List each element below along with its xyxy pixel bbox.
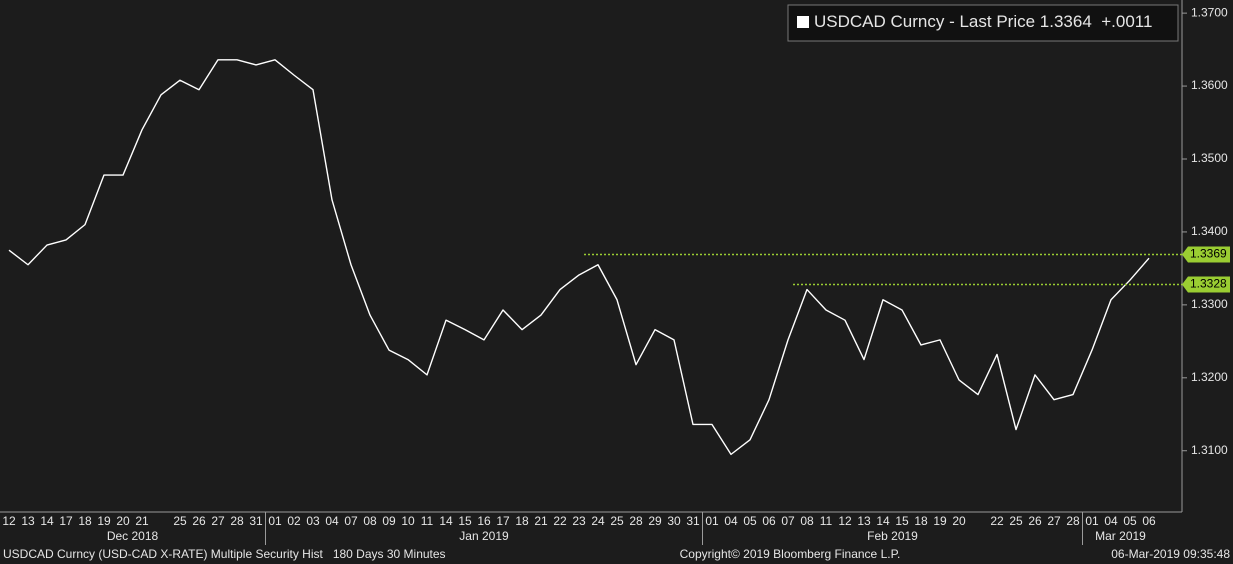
x-tick-label: 20 bbox=[952, 514, 966, 528]
y-tick-label: 1.3200 bbox=[1191, 370, 1228, 384]
legend: USDCAD Curncy - Last Price 1.3364 +.0011 bbox=[787, 4, 1179, 42]
x-tick-label: 29 bbox=[648, 514, 662, 528]
price-change: +.0011 bbox=[1101, 12, 1152, 31]
x-tick-label: 26 bbox=[192, 514, 206, 528]
x-tick-label: 13 bbox=[21, 514, 35, 528]
x-tick-label: 31 bbox=[249, 514, 263, 528]
x-tick-label: 26 bbox=[1028, 514, 1042, 528]
y-tick-label: 1.3600 bbox=[1191, 78, 1228, 92]
x-tick-label: 10 bbox=[401, 514, 415, 528]
month-label: Feb 2019 bbox=[867, 529, 918, 543]
x-tick-label: 05 bbox=[1123, 514, 1137, 528]
x-tick-label: 21 bbox=[135, 514, 149, 528]
reference-label: 1.3328 bbox=[1190, 277, 1227, 291]
x-tick-label: 25 bbox=[610, 514, 624, 528]
y-tick-label: 1.3100 bbox=[1191, 443, 1228, 457]
x-tick-label: 04 bbox=[325, 514, 339, 528]
x-tick-label: 21 bbox=[534, 514, 548, 528]
x-tick-label: 11 bbox=[421, 514, 434, 528]
x-tick-label: 05 bbox=[743, 514, 757, 528]
x-tick-label: 14 bbox=[876, 514, 890, 528]
x-tick-label: 30 bbox=[667, 514, 681, 528]
x-tick-label: 01 bbox=[268, 514, 282, 528]
x-tick-label: 13 bbox=[857, 514, 871, 528]
x-tick-label: 11 bbox=[820, 514, 833, 528]
x-tick-label: 08 bbox=[800, 514, 814, 528]
y-tick-label: 1.3500 bbox=[1191, 151, 1228, 165]
x-tick-label: 27 bbox=[1047, 514, 1061, 528]
x-tick-label: 06 bbox=[1142, 514, 1156, 528]
x-tick-label: 01 bbox=[705, 514, 719, 528]
x-tick-label: 23 bbox=[572, 514, 586, 528]
x-tick-label: 02 bbox=[287, 514, 301, 528]
x-tick-label: 22 bbox=[990, 514, 1004, 528]
x-tick-label: 19 bbox=[97, 514, 111, 528]
x-tick-label: 18 bbox=[78, 514, 92, 528]
x-tick-label: 28 bbox=[1066, 514, 1080, 528]
x-tick-label: 03 bbox=[306, 514, 320, 528]
x-tick-label: 06 bbox=[762, 514, 776, 528]
x-tick-label: 07 bbox=[344, 514, 358, 528]
x-tick-label: 12 bbox=[2, 514, 16, 528]
x-tick-label: 14 bbox=[40, 514, 54, 528]
x-tick-label: 27 bbox=[211, 514, 225, 528]
x-tick-label: 14 bbox=[439, 514, 453, 528]
x-tick-label: 12 bbox=[838, 514, 852, 528]
x-tick-label: 07 bbox=[781, 514, 795, 528]
month-label: Dec 2018 bbox=[107, 529, 159, 543]
last-price: 1.3364 bbox=[1040, 12, 1092, 31]
month-label: Jan 2019 bbox=[459, 529, 509, 543]
y-tick-label: 1.3400 bbox=[1191, 224, 1228, 238]
x-tick-label: 17 bbox=[496, 514, 510, 528]
legend-swatch bbox=[797, 16, 809, 28]
y-tick-label: 1.3300 bbox=[1191, 297, 1228, 311]
x-tick-label: 04 bbox=[724, 514, 738, 528]
x-tick-label: 15 bbox=[458, 514, 472, 528]
x-tick-label: 28 bbox=[230, 514, 244, 528]
legend-box bbox=[787, 4, 1179, 42]
x-tick-label: 25 bbox=[173, 514, 187, 528]
x-tick-label: 24 bbox=[591, 514, 605, 528]
x-tick-label: 09 bbox=[382, 514, 396, 528]
footer-left: USDCAD Curncy (USD-CAD X-RATE) Multiple … bbox=[3, 547, 446, 561]
reference-tag bbox=[1182, 276, 1230, 293]
reference-label: 1.3369 bbox=[1190, 247, 1227, 261]
legend-name: USDCAD Curncy - Last Price bbox=[814, 12, 1035, 31]
y-tick-label: 1.3700 bbox=[1191, 5, 1228, 19]
x-tick-label: 25 bbox=[1009, 514, 1023, 528]
x-tick-label: 18 bbox=[515, 514, 529, 528]
reference-tag bbox=[1182, 246, 1230, 263]
x-tick-label: 08 bbox=[363, 514, 377, 528]
x-tick-label: 01 bbox=[1085, 514, 1099, 528]
x-tick-label: 16 bbox=[477, 514, 491, 528]
price-line bbox=[8, 59, 1150, 456]
x-tick-label: 22 bbox=[553, 514, 567, 528]
x-tick-label: 28 bbox=[629, 514, 643, 528]
legend-text: USDCAD Curncy - Last Price 1.3364 +.0011 bbox=[814, 12, 1152, 31]
month-label: Mar 2019 bbox=[1095, 529, 1146, 543]
x-tick-label: 20 bbox=[116, 514, 130, 528]
x-tick-label: 04 bbox=[1104, 514, 1118, 528]
x-tick-label: 31 bbox=[686, 514, 700, 528]
x-tick-label: 17 bbox=[59, 514, 73, 528]
x-tick-label: 18 bbox=[914, 514, 928, 528]
x-tick-label: 15 bbox=[895, 514, 909, 528]
footer-right: 06-Mar-2019 09:35:48 bbox=[1111, 547, 1230, 561]
x-tick-label: 19 bbox=[933, 514, 947, 528]
footer-center: Copyright© 2019 Bloomberg Finance L.P. bbox=[680, 547, 901, 561]
